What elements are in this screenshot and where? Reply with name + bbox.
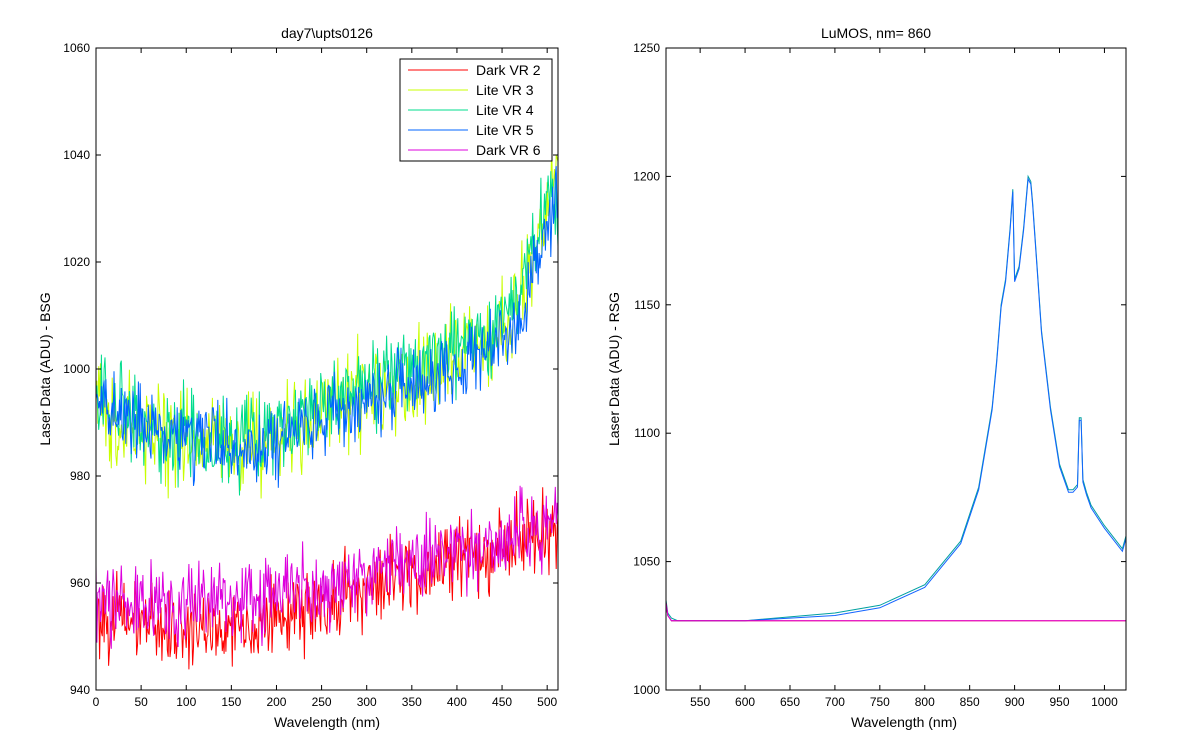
legend-label: Lite VR 4	[476, 102, 534, 118]
y-axis-label: Laser Data (ADU) - RSG	[606, 292, 622, 446]
x-tick-label: 450	[492, 695, 512, 709]
x-tick-label: 250	[312, 695, 332, 709]
x-tick-label: 100	[176, 695, 196, 709]
legend-label: Dark VR 6	[476, 142, 541, 158]
x-tick-label: 700	[825, 695, 845, 709]
x-tick-label: 550	[690, 695, 710, 709]
legend-label: Lite VR 3	[476, 82, 534, 98]
y-tick-label: 1200	[633, 169, 660, 183]
x-tick-label: 650	[780, 695, 800, 709]
x-tick-label: 350	[402, 695, 422, 709]
x-tick-label: 50	[134, 695, 148, 709]
x-tick-label: 800	[915, 695, 935, 709]
y-tick-label: 1040	[63, 148, 90, 162]
y-tick-label: 1060	[63, 41, 90, 55]
x-axis-label: Wavelength (nm)	[274, 714, 380, 730]
x-tick-label: 150	[221, 695, 241, 709]
y-tick-label: 940	[70, 683, 90, 697]
series-line	[665, 602, 1126, 622]
series-line	[95, 171, 559, 496]
tick-layer: 0 50 100 150 200 250 300 350 400 450 500 940 960 980 1…	[63, 41, 558, 709]
x-tick-label: 500	[537, 695, 557, 709]
x-tick-label: 300	[357, 695, 377, 709]
y-tick-label: 1150	[634, 298, 660, 312]
y-tick-label: 1020	[63, 255, 90, 269]
y-tick-label: 1000	[633, 683, 660, 697]
y-tick-label: 960	[70, 576, 90, 590]
chart-right: LuMOS, nm= 860 550 600 650 700 750 800 850 900 9…	[606, 25, 1127, 730]
series-line	[665, 177, 1127, 622]
x-tick-label: 0	[93, 695, 100, 709]
y-tick-label: 1250	[633, 41, 660, 55]
x-tick-label: 750	[870, 695, 890, 709]
chart-left: day7\upts0126 0 50 100 150 200 250 300 350 400 45…	[37, 25, 559, 730]
series-line	[95, 487, 559, 670]
y-tick-label: 980	[70, 469, 90, 483]
legend-label: Dark VR 2	[476, 62, 541, 78]
y-axis-label: Laser Data (ADU) - BSG	[37, 292, 53, 445]
y-tick-label: 1050	[633, 555, 660, 569]
y-tick-label: 1100	[634, 426, 660, 440]
x-tick-label: 400	[447, 695, 467, 709]
x-tick-label: 850	[960, 695, 980, 709]
x-tick-label: 950	[1050, 695, 1070, 709]
chart-title: day7\upts0126	[281, 25, 373, 41]
legend: Dark VR 2 Lite VR 3 Lite VR 4 Lite VR 5 Dark…	[399, 58, 553, 162]
plot-area	[666, 48, 1126, 690]
chart-title: LuMOS, nm= 860	[821, 25, 931, 41]
x-tick-label: 600	[735, 695, 755, 709]
tick-layer: 550 600 650 700 750 800 850 900 950 1000 1000 1050 1…	[633, 41, 1126, 709]
x-tick-label: 1000	[1091, 695, 1118, 709]
y-tick-label: 1000	[63, 362, 90, 376]
series-layer	[95, 145, 559, 670]
x-axis-label: Wavelength (nm)	[851, 714, 957, 730]
series-line	[95, 485, 559, 649]
legend-label: Lite VR 5	[476, 122, 534, 138]
x-tick-label: 900	[1005, 695, 1025, 709]
series-line	[95, 166, 559, 488]
plot-frame	[665, 47, 1127, 691]
x-tick-label: 200	[266, 695, 286, 709]
series-layer	[665, 174, 1127, 622]
